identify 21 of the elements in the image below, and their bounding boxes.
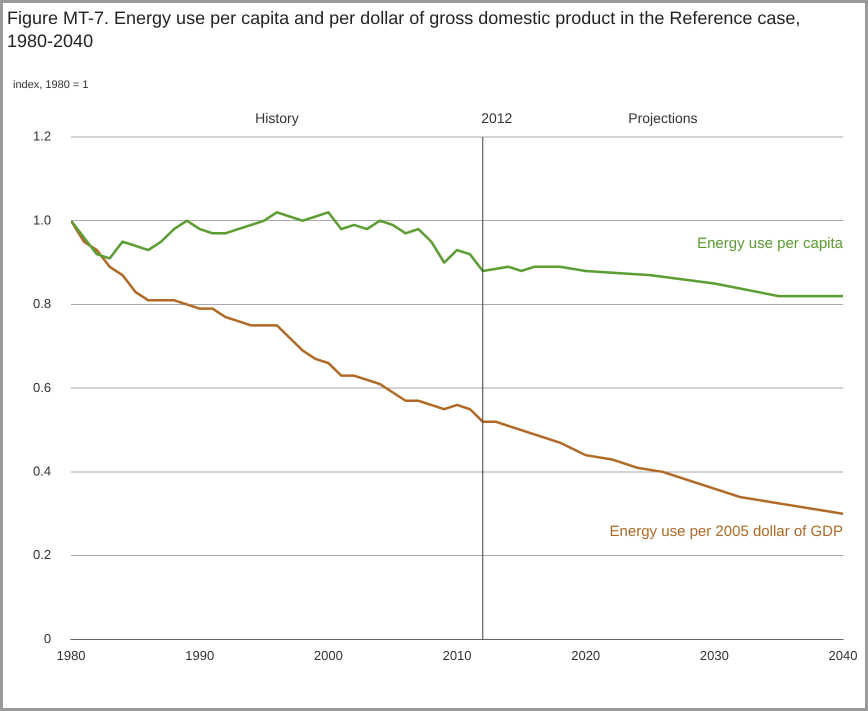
x-tick-label: 1990 [185, 648, 214, 663]
series-label: Energy use per 2005 dollar of GDP [610, 522, 843, 540]
chart-title: Figure MT-7. Energy use per capita and per dollar of gross domestic product in the Reference case, 1980-2040 [7, 7, 802, 53]
x-tick-label: 2040 [828, 648, 858, 663]
x-tick-label: 2030 [700, 648, 729, 663]
x-tick-label: 2000 [314, 648, 343, 663]
ref-line-label: 2012 [481, 110, 513, 126]
x-tick-label: 2010 [442, 648, 472, 663]
y-tick-label: 0 [44, 630, 52, 646]
y-tick-label: 0.4 [32, 464, 52, 479]
y-tick-label: 1.0 [32, 212, 52, 228]
y-tick-label: 0.2 [32, 547, 52, 562]
y-axis-title: index, 1980 = 1 [13, 79, 89, 91]
text: History [255, 110, 299, 126]
y-tick-label: 1.2 [32, 128, 52, 144]
text: Projections [628, 110, 698, 126]
x-tick-label: 1980 [56, 648, 86, 663]
series-label: Energy use per capita [697, 235, 844, 252]
y-tick-label: 0.6 [32, 380, 52, 395]
y-tick-label: 0.8 [32, 296, 52, 312]
x-tick-label: 2020 [571, 648, 600, 663]
